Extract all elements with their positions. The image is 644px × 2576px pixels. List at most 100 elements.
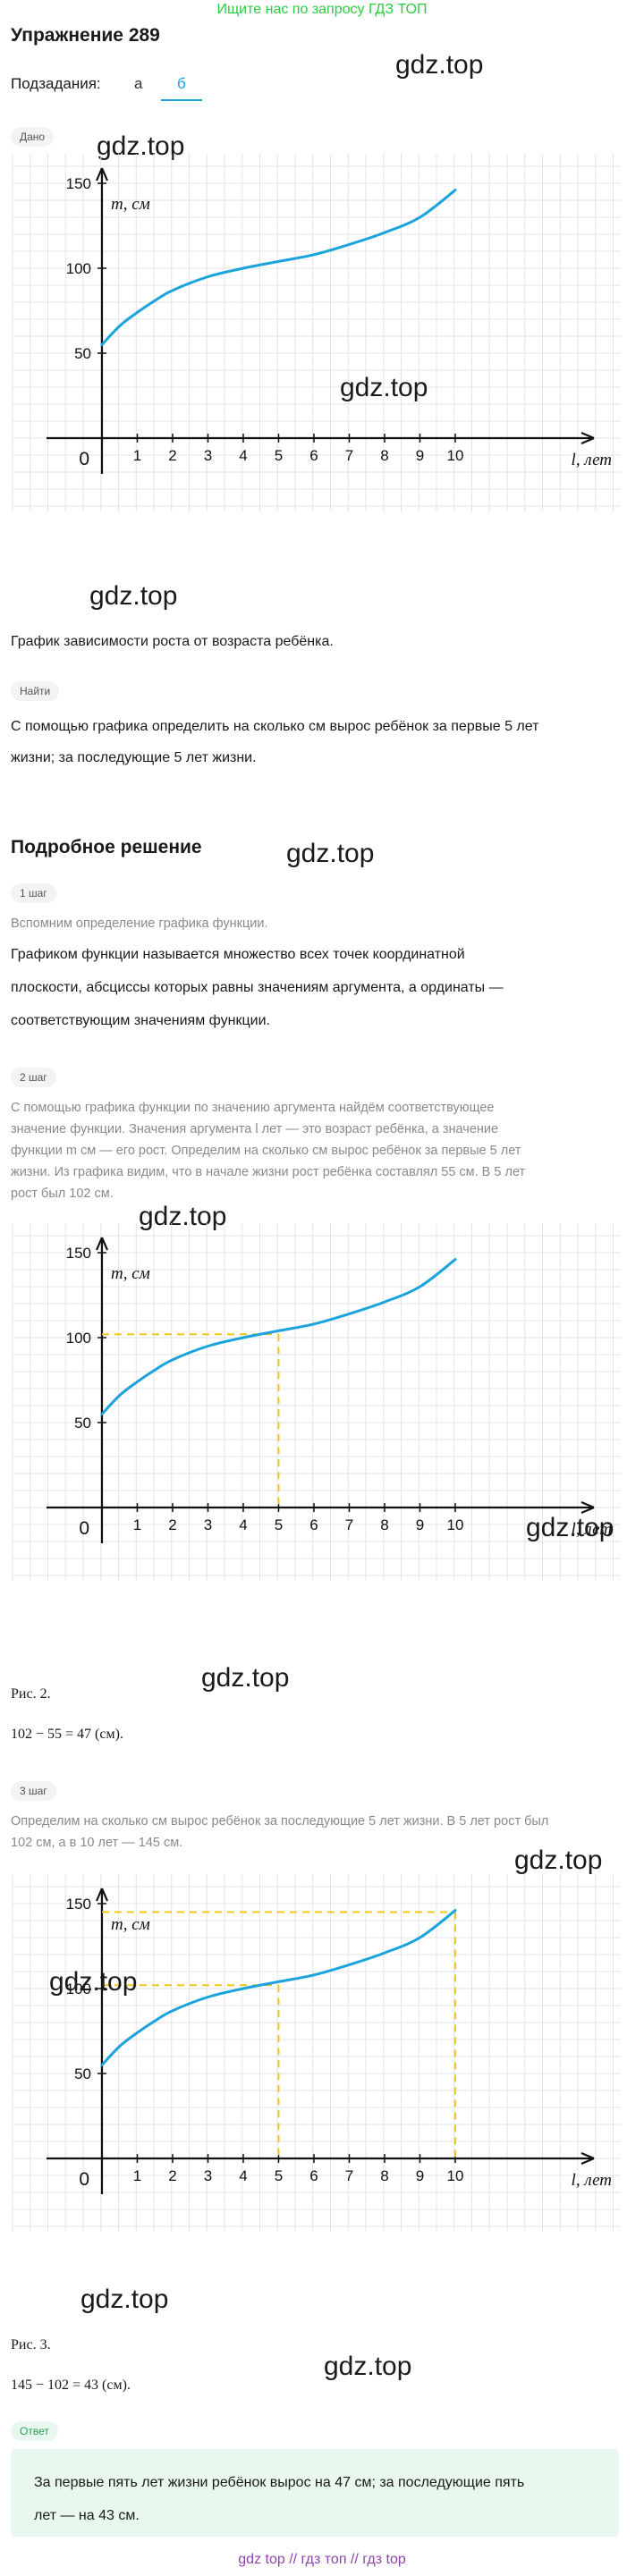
chart-grid: [12, 1874, 621, 2232]
subtasks-label: Подзадания:: [11, 75, 101, 92]
active-tab-indicator: [161, 99, 202, 101]
step1-hint: Вспомним определение графика функции.: [11, 916, 268, 931]
step1-line: соответствующим значениям функции.: [11, 1013, 270, 1028]
x-tick-label: 8: [380, 447, 388, 464]
subtask-tab-b[interactable]: б: [177, 75, 186, 92]
x-tick-label: 7: [345, 447, 353, 464]
answer-line: лет — на 43 см.: [34, 2508, 140, 2523]
x-tick-label: 9: [416, 447, 424, 464]
y-tick-label: 100: [66, 1330, 91, 1347]
y-tick-label: 150: [66, 1245, 91, 1262]
step2-line: рост был 102 см.: [11, 1187, 114, 1201]
chart-grid: [12, 1223, 621, 1581]
watermark: gdz.top: [139, 1202, 227, 1231]
given-caption: График зависимости роста от возраста реб…: [11, 634, 334, 649]
x-tick-label: 8: [380, 1516, 388, 1533]
x-tick-label: 1: [133, 447, 141, 464]
x-axis-label: l, лет: [572, 2171, 612, 2190]
badge-step-3: 3 шаг: [11, 1781, 56, 1801]
y-axis-arrow: [95, 1237, 109, 1251]
x-axis-label: l, лет: [572, 451, 612, 469]
y-tick-label: 50: [74, 345, 91, 362]
x-axis-arrow: [580, 431, 595, 445]
x-tick-label: 3: [204, 447, 212, 464]
step2-line: значение функции. Значения аргумента l л…: [11, 1122, 499, 1136]
chart-svg: 1 2 3 4 5 6 7 8 9 10 50 100 150 0 l, лет m, см: [12, 1874, 621, 2232]
growth-curve: [100, 189, 457, 346]
find-text-line-2: жизни; за последующие 5 лет жизни.: [11, 750, 257, 765]
growth-curve: [100, 1258, 457, 1415]
y-axis-arrow: [95, 167, 109, 182]
subtask-tab-a[interactable]: а: [134, 75, 143, 92]
badge-answer: Ответ: [11, 2421, 58, 2441]
step2-line: жизни. Из графика видим, что в начале жи…: [11, 1165, 526, 1179]
badge-step-2: 2 шаг: [11, 1068, 56, 1087]
step3-line: Определим на сколько см вырос ребёнок за…: [11, 1814, 549, 1829]
y-tick-label: 150: [66, 175, 91, 192]
y-tick-label: 100: [66, 1981, 91, 1997]
origin-label: 0: [79, 2169, 89, 2190]
growth-chart-3: 1 2 3 4 5 6 7 8 9 10 50 100 150 0 l, лет m, см: [11, 1874, 621, 2239]
answer-line: За первые пять лет жизни ребёнок вырос н…: [34, 2475, 525, 2490]
y-axis-arrow: [95, 1888, 109, 1902]
step3-line: 102 см, а в 10 лет — 145 см.: [11, 1836, 183, 1850]
origin-label: 0: [79, 449, 89, 469]
x-tick-label: 4: [239, 2167, 247, 2184]
x-tick-label: 4: [239, 1516, 247, 1533]
x-tick-label: 10: [447, 1516, 464, 1533]
x-tick-label: 5: [275, 2167, 283, 2184]
x-tick-label: 10: [447, 447, 464, 464]
growth-chart-1: 1 2 3 4 5 6 7 8 9 10 50 100 150 0 l, лет m, см: [11, 154, 621, 519]
y-tick-label: 150: [66, 1896, 91, 1913]
x-tick-label: 1: [133, 2167, 141, 2184]
x-tick-label: 3: [204, 2167, 212, 2184]
x-tick-label: 2: [168, 447, 176, 464]
x-axis-arrow: [580, 2151, 595, 2166]
x-tick-label: 2: [168, 2167, 176, 2184]
y-axis-label: m, см: [111, 195, 150, 214]
footer-links[interactable]: gdz top // гдз топ // гдз top: [238, 2552, 406, 2567]
x-tick-label: 8: [380, 2167, 388, 2184]
y-tick-label: 50: [74, 1415, 91, 1432]
x-tick-label: 9: [416, 1516, 424, 1533]
growth-chart-2: 1 2 3 4 5 6 7 8 9 10 50 100 150 0 l, лет m, см: [11, 1223, 621, 1588]
badge-step-1: 1 шаг: [11, 883, 56, 903]
x-tick-label: 5: [275, 447, 283, 464]
watermark: gdz.top: [526, 1513, 614, 1542]
x-tick-label: 7: [345, 1516, 353, 1533]
watermark: gdz.top: [324, 2352, 412, 2381]
step2-line: С помощью графика функции по значению ар…: [11, 1101, 495, 1115]
x-tick-label: 6: [309, 447, 318, 464]
find-text-line-1: С помощью графика определить на сколько …: [11, 719, 539, 734]
watermark: gdz.top: [97, 131, 185, 161]
x-tick-label: 9: [416, 2167, 424, 2184]
badge-find: Найти: [11, 681, 60, 701]
x-tick-label: 5: [275, 1516, 283, 1533]
badge-given: Дано: [11, 127, 55, 147]
watermark: gdz.top: [395, 50, 484, 80]
y-axis-label: m, см: [111, 1915, 150, 1934]
x-axis-arrow: [580, 1500, 595, 1515]
x-tick-label: 7: [345, 2167, 353, 2184]
chart-svg: 1 2 3 4 5 6 7 8 9 10 50 100 150 0 l, лет m, см: [12, 154, 621, 511]
watermark: gdz.top: [286, 839, 375, 868]
y-tick-label: 50: [74, 2065, 91, 2082]
step1-line: Графиком функции называется множество вс…: [11, 947, 465, 962]
top-link[interactable]: Ищите нас по запросу ГДЗ ТОП: [216, 2, 428, 17]
y-tick-label: 100: [66, 260, 91, 277]
origin-label: 0: [79, 1518, 89, 1539]
watermark: gdz.top: [80, 2285, 169, 2314]
step2-line: функции m см — его рост. Определим на ск…: [11, 1144, 521, 1158]
step1-line: плоскости, абсциссы которых равны значен…: [11, 980, 504, 995]
x-tick-label: 6: [309, 2167, 318, 2184]
watermark: gdz.top: [340, 373, 428, 402]
watermark: gdz.top: [49, 1967, 138, 1997]
x-tick-label: 6: [309, 1516, 318, 1533]
figure-caption-3: Рис. 3.: [11, 2337, 51, 2352]
chart-svg: 1 2 3 4 5 6 7 8 9 10 50 100 150 0 l, лет m, см: [12, 1223, 621, 1581]
answer-box: [11, 2449, 619, 2537]
x-axis-label: l, лет: [572, 1520, 612, 1539]
x-tick-label: 3: [204, 1516, 212, 1533]
solution-title: Подробное решение: [11, 837, 202, 857]
growth-curve: [100, 1909, 457, 2066]
